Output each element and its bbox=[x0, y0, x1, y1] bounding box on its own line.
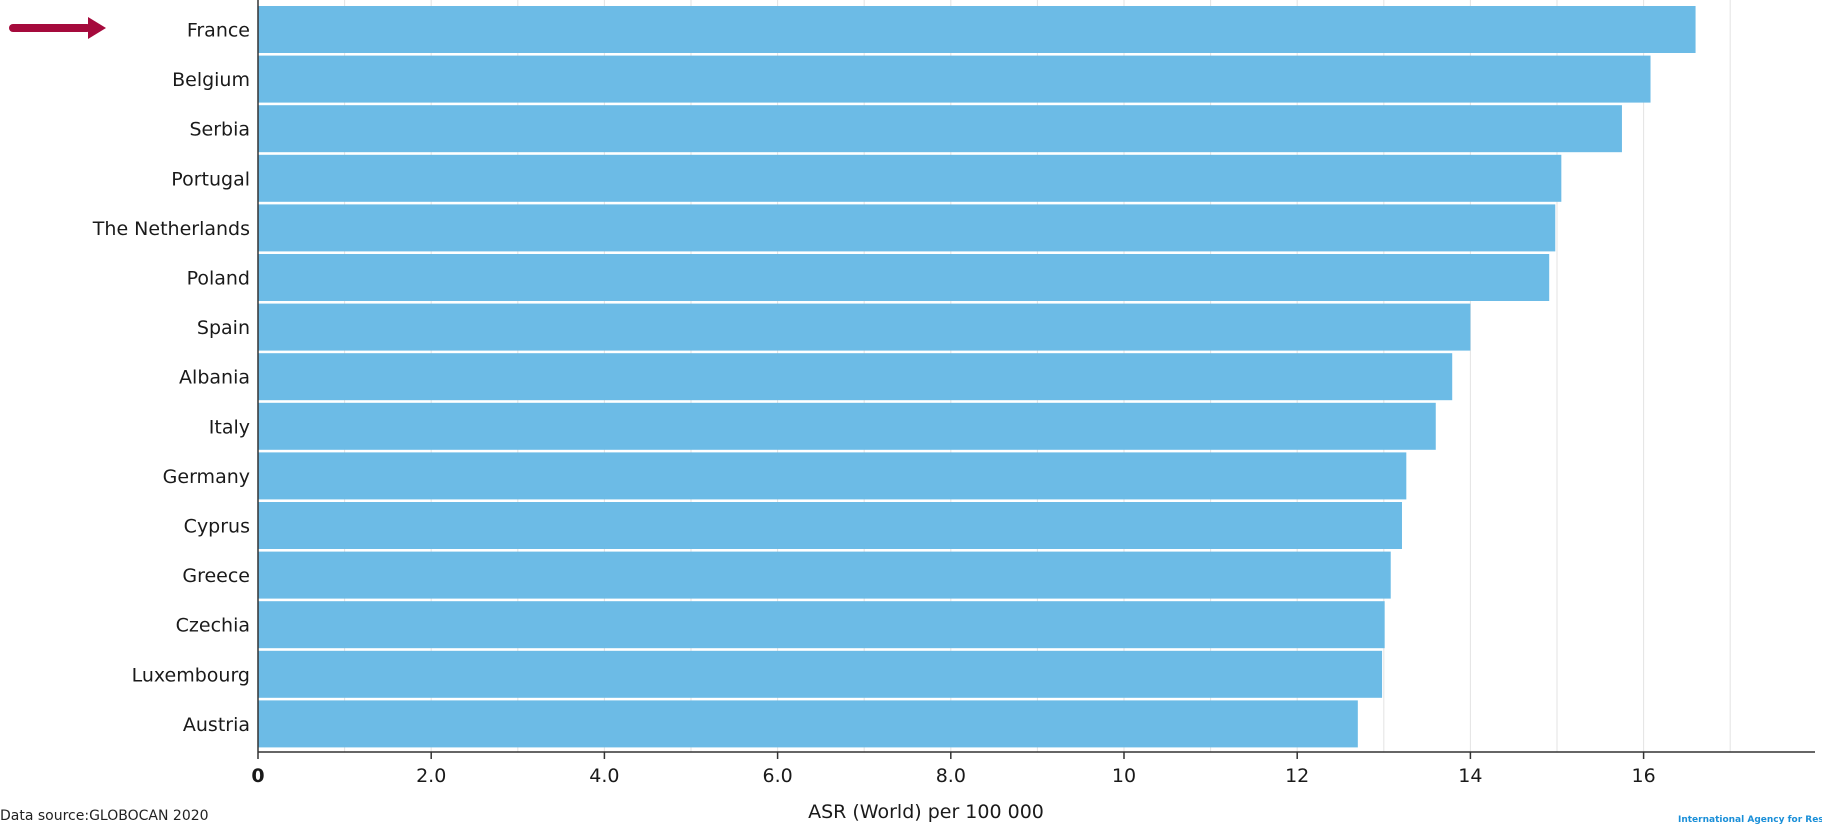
x-tick-label: 2.0 bbox=[416, 765, 446, 787]
x-axis-title: ASR (World) per 100 000 bbox=[808, 801, 1044, 823]
x-tick-label: 10 bbox=[1112, 765, 1136, 787]
x-tick-label: 16 bbox=[1632, 765, 1656, 787]
category-label: Albania bbox=[179, 367, 250, 389]
x-tick-label: 8.0 bbox=[936, 765, 966, 787]
bar-cyprus[interactable] bbox=[258, 502, 1402, 549]
bar-italy[interactable] bbox=[258, 402, 1436, 450]
bar-serbia[interactable] bbox=[258, 105, 1622, 153]
x-tick-label: 6.0 bbox=[762, 765, 792, 787]
bar-belgium[interactable] bbox=[258, 55, 1651, 103]
bar-france[interactable] bbox=[258, 6, 1696, 53]
category-label: Greece bbox=[182, 565, 250, 587]
category-label: The Netherlands bbox=[92, 218, 250, 240]
category-label: Czechia bbox=[176, 615, 250, 637]
category-labels: France Belgium Serbia Portugal The Netherlan… bbox=[92, 20, 250, 736]
category-label: France bbox=[187, 20, 250, 42]
arrow-shaft bbox=[9, 24, 91, 32]
bars bbox=[258, 6, 1696, 748]
data-source-note: Data source:GLOBOCAN 2020 bbox=[0, 808, 209, 824]
category-label: Spain bbox=[197, 317, 250, 339]
category-label: Italy bbox=[209, 416, 250, 438]
category-label: Luxembourg bbox=[132, 664, 250, 686]
bar-the-netherlands[interactable] bbox=[258, 204, 1556, 252]
bar-spain[interactable] bbox=[258, 303, 1471, 351]
bar-austria[interactable] bbox=[258, 700, 1358, 748]
x-tick-label: 0 bbox=[251, 765, 264, 787]
bar-luxembourg[interactable] bbox=[258, 650, 1383, 698]
bar-germany[interactable] bbox=[258, 452, 1407, 500]
category-label: Belgium bbox=[172, 69, 250, 91]
x-tick-label: 12 bbox=[1285, 765, 1309, 787]
category-label: Poland bbox=[187, 268, 250, 290]
x-tick-label: 14 bbox=[1458, 765, 1482, 787]
iarc-logo-text: International Agency for Research on Can… bbox=[1678, 815, 1822, 825]
arrow-head bbox=[88, 17, 106, 39]
bar-czechia[interactable] bbox=[258, 601, 1385, 649]
x-tick-label: 4.0 bbox=[589, 765, 619, 787]
highlight-arrow-icon bbox=[9, 17, 106, 39]
category-label: Serbia bbox=[189, 119, 250, 141]
category-label: Portugal bbox=[171, 168, 250, 190]
bar-greece[interactable] bbox=[258, 551, 1391, 599]
bar-portugal[interactable] bbox=[258, 154, 1562, 202]
bar-poland[interactable] bbox=[258, 254, 1550, 301]
category-label: Germany bbox=[163, 466, 250, 488]
category-label: Cyprus bbox=[184, 516, 250, 538]
x-axis-ticks: 0 2.0 4.0 6.0 8.0 10 12 14 16 bbox=[251, 752, 1656, 787]
bar-albania[interactable] bbox=[258, 353, 1453, 401]
category-label: Austria bbox=[183, 714, 250, 736]
